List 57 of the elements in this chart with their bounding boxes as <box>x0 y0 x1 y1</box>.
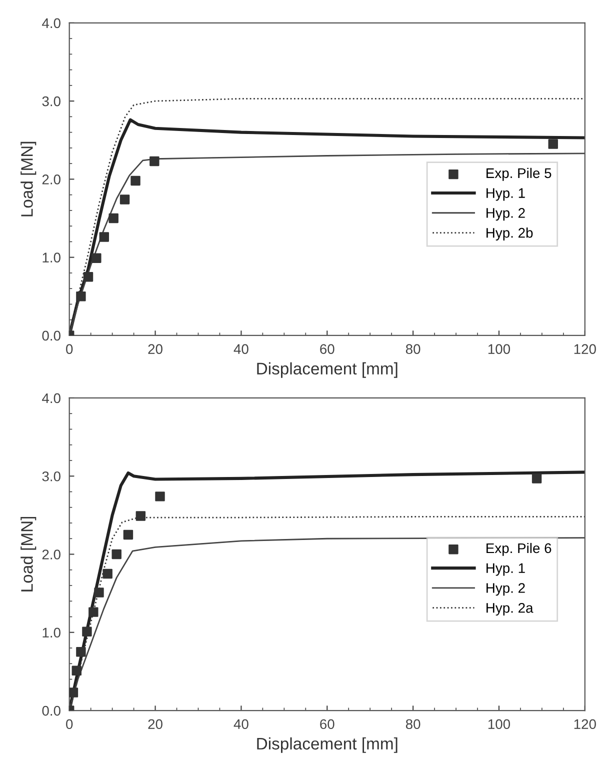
point <box>82 626 92 636</box>
y-tick-label: 0.0 <box>42 706 60 716</box>
legend-label: Hyp. 2b <box>486 228 533 241</box>
x-tick-label: 120 <box>574 344 596 354</box>
point <box>94 588 104 598</box>
y-axis-title: Load [MN] <box>20 142 36 216</box>
x-tick-label: 20 <box>148 344 162 354</box>
x-tick-label: 80 <box>406 344 420 354</box>
y-tick-label: 2.0 <box>42 174 60 184</box>
point <box>99 232 110 242</box>
point <box>112 549 122 560</box>
x-tick-label: 60 <box>320 344 334 354</box>
x-tick-label: 0 <box>66 719 73 730</box>
point <box>532 474 542 484</box>
point <box>155 492 165 502</box>
y-tick-label: 1.0 <box>42 252 60 262</box>
y-tick-label: 0.0 <box>42 330 60 341</box>
y-tick-label: 1.0 <box>42 628 60 638</box>
legend-label: Hyp. 1 <box>486 563 525 576</box>
point <box>120 194 130 204</box>
x-tick-label: 80 <box>406 719 420 730</box>
y-tick-label: 3.0 <box>42 96 60 106</box>
x-tick-label: 40 <box>234 344 248 354</box>
point <box>150 156 160 166</box>
point <box>76 292 86 302</box>
point <box>69 688 78 698</box>
point <box>88 607 98 617</box>
legend-label: Hyp. 2 <box>486 208 525 221</box>
x-tick-label: 20 <box>148 719 162 730</box>
point <box>108 213 118 224</box>
point <box>76 647 86 657</box>
point <box>72 666 82 676</box>
x-tick-label: 60 <box>320 719 334 730</box>
x-tick-label: 0 <box>66 344 73 354</box>
legend-label: Hyp. 2a <box>486 602 534 616</box>
x-axis-title: Displacement [mm] <box>257 737 398 753</box>
y-tick-label: 4.0 <box>42 18 60 28</box>
point <box>130 176 140 186</box>
x-axis-title: Displacement [mm] <box>257 362 398 378</box>
x-tick-label: 100 <box>488 344 510 354</box>
point <box>92 253 102 263</box>
point <box>83 272 94 282</box>
legend-label: Hyp. 1 <box>486 188 525 201</box>
point <box>548 139 558 149</box>
point <box>123 530 134 540</box>
legend-label: Exp. Pile 6 <box>486 542 552 556</box>
y-tick-label: 3.0 <box>42 471 60 482</box>
legend-label: Exp. Pile 5 <box>486 168 552 181</box>
y-axis-title: Load [MN] <box>20 516 36 592</box>
x-tick-label: 100 <box>488 719 510 730</box>
point <box>136 511 146 521</box>
legend-label: Hyp. 2 <box>486 583 525 596</box>
x-tick-label: 120 <box>574 719 596 730</box>
y-tick-label: 2.0 <box>42 550 60 560</box>
y-tick-label: 4.0 <box>42 393 60 404</box>
x-tick-label: 40 <box>234 719 248 730</box>
point <box>102 568 112 579</box>
